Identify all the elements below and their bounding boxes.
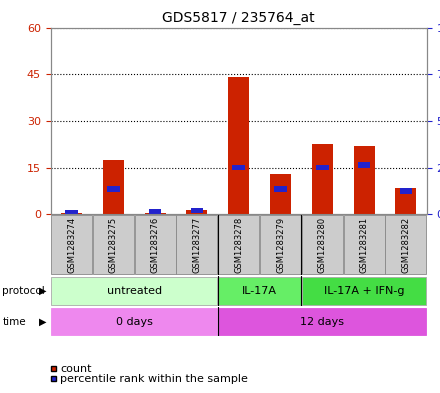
Bar [400, 188, 412, 194]
Text: 0 days: 0 days [116, 317, 153, 327]
Text: GSM1283281: GSM1283281 [359, 217, 369, 273]
Text: GSM1283280: GSM1283280 [318, 217, 327, 273]
Bar [145, 213, 165, 214]
Bar [187, 209, 207, 214]
Bar [65, 209, 78, 215]
Bar [61, 213, 82, 214]
Text: GSM1283282: GSM1283282 [401, 217, 411, 273]
Text: time: time [2, 317, 26, 327]
Bar [218, 215, 259, 274]
Text: GSM1283276: GSM1283276 [150, 217, 160, 273]
Text: GSM1283274: GSM1283274 [67, 217, 76, 273]
Bar [103, 160, 124, 214]
Bar [396, 188, 416, 214]
Text: IL-17A + IFN-g: IL-17A + IFN-g [324, 286, 404, 296]
Bar [228, 77, 249, 214]
Text: GSM1283277: GSM1283277 [192, 217, 202, 273]
Bar [344, 215, 385, 274]
Bar [302, 215, 343, 274]
Bar [107, 186, 120, 192]
Text: ▶: ▶ [39, 286, 46, 296]
Bar [274, 186, 287, 192]
Text: percentile rank within the sample: percentile rank within the sample [60, 374, 248, 384]
Text: count: count [60, 364, 92, 374]
Bar [302, 277, 426, 305]
Bar [176, 215, 217, 274]
Bar [312, 144, 333, 214]
Bar [316, 165, 329, 170]
Bar [191, 208, 203, 213]
Bar [232, 165, 245, 170]
Bar [218, 308, 426, 335]
Title: GDS5817 / 235764_at: GDS5817 / 235764_at [162, 11, 315, 25]
Bar [135, 215, 176, 274]
Bar [260, 215, 301, 274]
Bar [385, 215, 426, 274]
Text: GSM1283278: GSM1283278 [234, 217, 243, 273]
Bar [51, 277, 217, 305]
Text: ▶: ▶ [39, 317, 46, 327]
Bar [358, 162, 370, 167]
Text: GSM1283275: GSM1283275 [109, 217, 118, 273]
Bar [149, 209, 161, 214]
Text: IL-17A: IL-17A [242, 286, 277, 296]
Text: untreated: untreated [106, 286, 162, 296]
Bar [354, 146, 374, 214]
Text: 12 days: 12 days [300, 317, 344, 327]
Text: protocol: protocol [2, 286, 45, 296]
Text: GSM1283279: GSM1283279 [276, 217, 285, 273]
Bar [218, 277, 301, 305]
Bar [51, 215, 92, 274]
Bar [270, 174, 291, 214]
Bar [51, 308, 217, 335]
Bar [93, 215, 134, 274]
